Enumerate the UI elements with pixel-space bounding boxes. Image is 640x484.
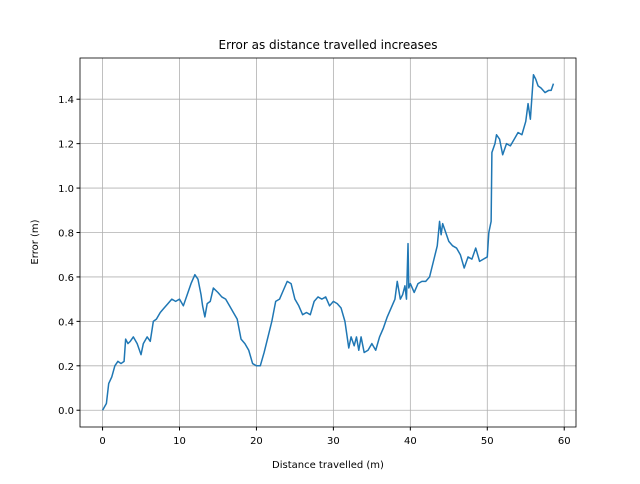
x-tick-label: 20 xyxy=(250,436,263,447)
x-tick-label: 30 xyxy=(327,436,340,447)
x-tick-label: 40 xyxy=(404,436,417,447)
x-tick-label: 60 xyxy=(558,436,571,447)
y-tick-label: 0.0 xyxy=(58,406,74,417)
data-line xyxy=(101,74,555,411)
chart-title: Error as distance travelled increases xyxy=(219,38,438,52)
x-tick-label: 0 xyxy=(99,436,105,447)
x-tick-label: 10 xyxy=(173,436,186,447)
y-tick-label: 0.2 xyxy=(58,362,74,373)
x-tick-label: 50 xyxy=(481,436,494,447)
y-tick-label: 1.2 xyxy=(58,140,74,151)
y-tick-label: 0.8 xyxy=(58,229,74,240)
y-axis-label: Error (m) xyxy=(30,219,41,264)
plot-frame xyxy=(79,57,577,428)
y-tick-label: 0.6 xyxy=(58,273,74,284)
y-tick-label: 0.4 xyxy=(58,317,74,328)
y-tick-label: 1.4 xyxy=(58,95,74,106)
x-axis-label: Distance travelled (m) xyxy=(272,460,384,471)
y-tick-label: 1.0 xyxy=(58,184,74,195)
